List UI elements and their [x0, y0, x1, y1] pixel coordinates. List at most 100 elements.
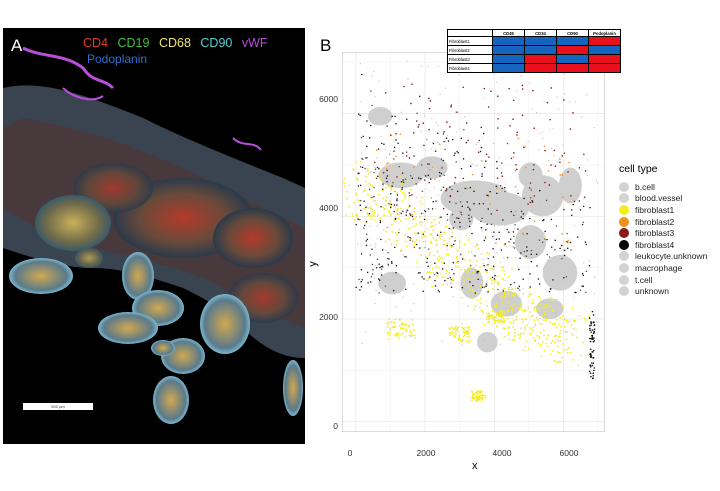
cell-point	[365, 240, 368, 242]
cell-point	[409, 214, 412, 217]
cell-point	[592, 349, 595, 352]
cell-point	[409, 236, 411, 239]
cell-point	[573, 297, 575, 299]
cell-point	[509, 305, 512, 308]
cell-point	[403, 327, 405, 329]
cell-point	[413, 243, 416, 246]
cell-point	[384, 285, 387, 287]
cell-point	[552, 310, 555, 313]
cell-point	[414, 177, 416, 180]
cell-point	[512, 314, 515, 317]
legend-label: fibroblast1	[635, 204, 675, 215]
cell-point	[436, 258, 439, 261]
cell-point	[501, 187, 503, 190]
cell-point	[511, 268, 513, 271]
cell-point	[444, 148, 446, 151]
cell-point	[457, 217, 460, 220]
cell-point	[488, 320, 491, 323]
cell-point	[543, 304, 545, 307]
cell-point	[586, 94, 588, 96]
cell-point	[375, 177, 378, 180]
cell-point	[572, 334, 575, 337]
cell-point	[502, 317, 505, 320]
cell-point	[450, 104, 453, 107]
cell-point	[372, 213, 374, 216]
cell-point	[438, 222, 440, 224]
cell-point	[472, 297, 475, 300]
cell-point	[385, 162, 388, 165]
cell-point	[481, 396, 484, 399]
cell-point	[432, 229, 435, 232]
cell-point	[463, 243, 466, 246]
cell-point	[492, 142, 494, 144]
cell-point	[460, 213, 463, 216]
cell-point	[395, 264, 398, 267]
cell-point	[561, 257, 563, 260]
cell-point	[542, 329, 545, 331]
cell-point	[397, 336, 400, 339]
cell-point	[594, 276, 596, 279]
cell-point	[501, 313, 504, 316]
cell-point	[544, 238, 546, 240]
cell-point	[521, 309, 524, 312]
cell-point	[387, 252, 389, 254]
cell-point	[495, 81, 498, 83]
cell-point	[541, 131, 543, 133]
cell-point	[456, 249, 459, 252]
cell-cluster	[470, 191, 529, 226]
cell-point	[586, 174, 588, 176]
cell-point	[465, 272, 468, 275]
cell-point	[388, 322, 391, 325]
cell-point	[418, 123, 420, 126]
cell-point	[407, 78, 409, 80]
cell-point	[539, 202, 541, 204]
cell-point	[537, 319, 539, 321]
cell-point	[446, 243, 449, 245]
cell-point	[454, 331, 457, 334]
cell-point	[421, 236, 424, 239]
cell-point	[546, 101, 549, 104]
cell-point	[452, 227, 455, 229]
cell-point	[479, 306, 481, 308]
legend-dot	[619, 274, 629, 285]
cell-point	[377, 214, 379, 216]
cell-point	[589, 348, 592, 351]
cell-point	[512, 246, 515, 248]
cell-point	[427, 265, 429, 268]
cell-point	[518, 337, 521, 340]
cell-point	[483, 286, 486, 288]
cell-point	[503, 256, 505, 259]
cell-point	[414, 207, 416, 210]
cell-point	[371, 104, 373, 107]
cell-point	[371, 196, 373, 199]
cell-point	[520, 216, 522, 218]
cell-point	[428, 107, 431, 110]
cell-point	[360, 136, 363, 139]
heat-cell	[588, 54, 621, 64]
legend-item: fibroblast2	[619, 216, 707, 228]
cell-point	[427, 277, 430, 280]
cell-point	[512, 326, 515, 328]
cell-point	[483, 87, 486, 90]
cell-point	[533, 303, 535, 305]
cell-point	[529, 327, 531, 329]
cell-point	[380, 135, 382, 138]
table-row-label: Fibroblast4	[447, 63, 493, 73]
cell-point	[430, 148, 432, 150]
cell-point	[589, 260, 591, 262]
cell-point	[370, 116, 372, 119]
cell-point	[405, 240, 407, 243]
cell-point	[394, 182, 396, 185]
cell-point	[420, 164, 423, 166]
cell-point	[445, 189, 447, 192]
cell-point	[351, 212, 354, 215]
table-row: Fibroblast2	[447, 45, 621, 55]
cell-point	[524, 328, 527, 331]
cell-point	[524, 345, 527, 348]
cell-point	[528, 293, 531, 296]
cell-point	[415, 196, 418, 198]
cell-point	[435, 265, 437, 268]
cell-point	[496, 313, 499, 315]
cell-point	[430, 197, 433, 199]
cell-point	[402, 152, 404, 154]
